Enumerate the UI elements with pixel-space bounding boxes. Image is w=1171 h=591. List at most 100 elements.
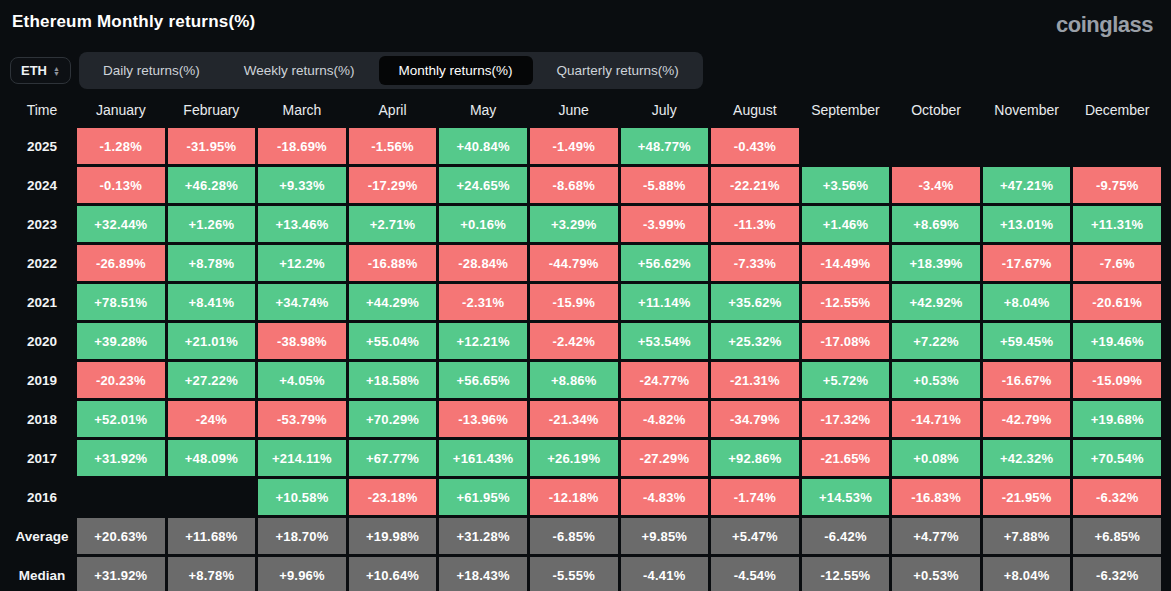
return-cell: +8.41% bbox=[168, 284, 256, 320]
return-cell: -0.43% bbox=[711, 128, 799, 164]
return-cell: +8.86% bbox=[530, 362, 618, 398]
return-cell: +48.77% bbox=[621, 128, 709, 164]
return-cell: -3.99% bbox=[621, 206, 709, 242]
return-cell: -21.34% bbox=[530, 401, 618, 437]
return-cell: -2.42% bbox=[530, 323, 618, 359]
return-cell bbox=[983, 128, 1071, 164]
return-cell: +25.32% bbox=[711, 323, 799, 359]
return-cell: -7.33% bbox=[711, 245, 799, 281]
return-cell bbox=[1073, 128, 1161, 164]
return-cell: -6.32% bbox=[1073, 479, 1161, 515]
row-label: Average bbox=[10, 518, 74, 554]
return-cell: +9.96% bbox=[258, 557, 346, 591]
return-cell: -16.88% bbox=[349, 245, 437, 281]
return-cell: +3.29% bbox=[530, 206, 618, 242]
return-cell: +42.32% bbox=[983, 440, 1071, 476]
return-cell: -14.71% bbox=[892, 401, 980, 437]
return-cell: -20.23% bbox=[77, 362, 165, 398]
return-cell: -31.95% bbox=[168, 128, 256, 164]
return-cell: +48.09% bbox=[168, 440, 256, 476]
return-cell: +19.46% bbox=[1073, 323, 1161, 359]
return-cell: +7.88% bbox=[983, 518, 1071, 554]
return-cell: +47.21% bbox=[983, 167, 1071, 203]
row-label: 2021 bbox=[10, 284, 74, 320]
return-cell: +52.01% bbox=[77, 401, 165, 437]
return-cell: -5.88% bbox=[621, 167, 709, 203]
return-cell: +14.53% bbox=[802, 479, 890, 515]
return-cell: -12.55% bbox=[802, 284, 890, 320]
return-cell: +5.47% bbox=[711, 518, 799, 554]
return-cell bbox=[77, 479, 165, 515]
return-cell: +0.53% bbox=[892, 557, 980, 591]
return-cell: +13.01% bbox=[983, 206, 1071, 242]
return-cell: -12.18% bbox=[530, 479, 618, 515]
return-cell: -6.42% bbox=[802, 518, 890, 554]
return-cell: +18.43% bbox=[439, 557, 527, 591]
return-cell: -53.79% bbox=[258, 401, 346, 437]
row-label: 2017 bbox=[10, 440, 74, 476]
row-label: 2019 bbox=[10, 362, 74, 398]
row-label: 2025 bbox=[10, 128, 74, 164]
return-cell: +42.92% bbox=[892, 284, 980, 320]
return-cell: +2.71% bbox=[349, 206, 437, 242]
return-cell: +56.65% bbox=[439, 362, 527, 398]
return-cell: -42.79% bbox=[983, 401, 1071, 437]
tab-monthly[interactable]: Monthly returns(%) bbox=[379, 56, 533, 85]
return-cell: +8.04% bbox=[983, 557, 1071, 591]
coinglass-logo: coinglass bbox=[1056, 12, 1159, 38]
return-cell: +8.78% bbox=[168, 557, 256, 591]
header-bar: Ethereum Monthly returns(%) coinglass bbox=[10, 10, 1161, 38]
return-cell: +44.29% bbox=[349, 284, 437, 320]
return-cell: -7.6% bbox=[1073, 245, 1161, 281]
return-cell: +67.77% bbox=[349, 440, 437, 476]
return-cell: +10.64% bbox=[349, 557, 437, 591]
return-cell bbox=[802, 128, 890, 164]
return-cell: +8.78% bbox=[168, 245, 256, 281]
return-cell: +18.58% bbox=[349, 362, 437, 398]
column-header: June bbox=[530, 95, 618, 125]
returns-grid: TimeJanuaryFebruaryMarchAprilMayJuneJuly… bbox=[10, 95, 1161, 591]
return-cell: +8.04% bbox=[983, 284, 1071, 320]
return-cell: +13.46% bbox=[258, 206, 346, 242]
return-cell: -15.9% bbox=[530, 284, 618, 320]
return-cell: -23.18% bbox=[349, 479, 437, 515]
tab-weekly[interactable]: Weekly returns(%) bbox=[224, 56, 375, 85]
column-header: August bbox=[711, 95, 799, 125]
return-cell: +11.68% bbox=[168, 518, 256, 554]
symbol-select[interactable]: ETH ▲▼ bbox=[10, 57, 71, 84]
return-cell: +161.43% bbox=[439, 440, 527, 476]
column-header: January bbox=[77, 95, 165, 125]
return-cell: -17.29% bbox=[349, 167, 437, 203]
tab-daily[interactable]: Daily returns(%) bbox=[83, 56, 220, 85]
return-cell: -5.55% bbox=[530, 557, 618, 591]
column-header: July bbox=[621, 95, 709, 125]
return-cell: -4.82% bbox=[621, 401, 709, 437]
return-cell: -2.31% bbox=[439, 284, 527, 320]
return-cell: +11.14% bbox=[621, 284, 709, 320]
column-header: Time bbox=[10, 95, 74, 125]
controls-row: ETH ▲▼ Daily returns(%)Weekly returns(%)… bbox=[10, 52, 1161, 89]
return-cell: +55.04% bbox=[349, 323, 437, 359]
return-cell: -1.74% bbox=[711, 479, 799, 515]
return-cell: +6.85% bbox=[1073, 518, 1161, 554]
return-cell: +39.28% bbox=[77, 323, 165, 359]
column-header: March bbox=[258, 95, 346, 125]
return-cell: -14.49% bbox=[802, 245, 890, 281]
return-cell: +21.01% bbox=[168, 323, 256, 359]
returns-widget: Ethereum Monthly returns(%) coinglass ET… bbox=[0, 0, 1171, 591]
return-cell: -11.3% bbox=[711, 206, 799, 242]
return-cell: -4.83% bbox=[621, 479, 709, 515]
return-cell bbox=[892, 128, 980, 164]
return-cell: +18.39% bbox=[892, 245, 980, 281]
return-cell: +1.46% bbox=[802, 206, 890, 242]
row-label: 2023 bbox=[10, 206, 74, 242]
return-cell: +0.16% bbox=[439, 206, 527, 242]
tab-quarterly[interactable]: Quarterly returns(%) bbox=[537, 56, 699, 85]
return-cell: -15.09% bbox=[1073, 362, 1161, 398]
return-cell: -3.4% bbox=[892, 167, 980, 203]
return-cell: +92.86% bbox=[711, 440, 799, 476]
row-label: 2018 bbox=[10, 401, 74, 437]
return-cell: -28.84% bbox=[439, 245, 527, 281]
return-cell: +61.95% bbox=[439, 479, 527, 515]
return-cell: +214.11% bbox=[258, 440, 346, 476]
